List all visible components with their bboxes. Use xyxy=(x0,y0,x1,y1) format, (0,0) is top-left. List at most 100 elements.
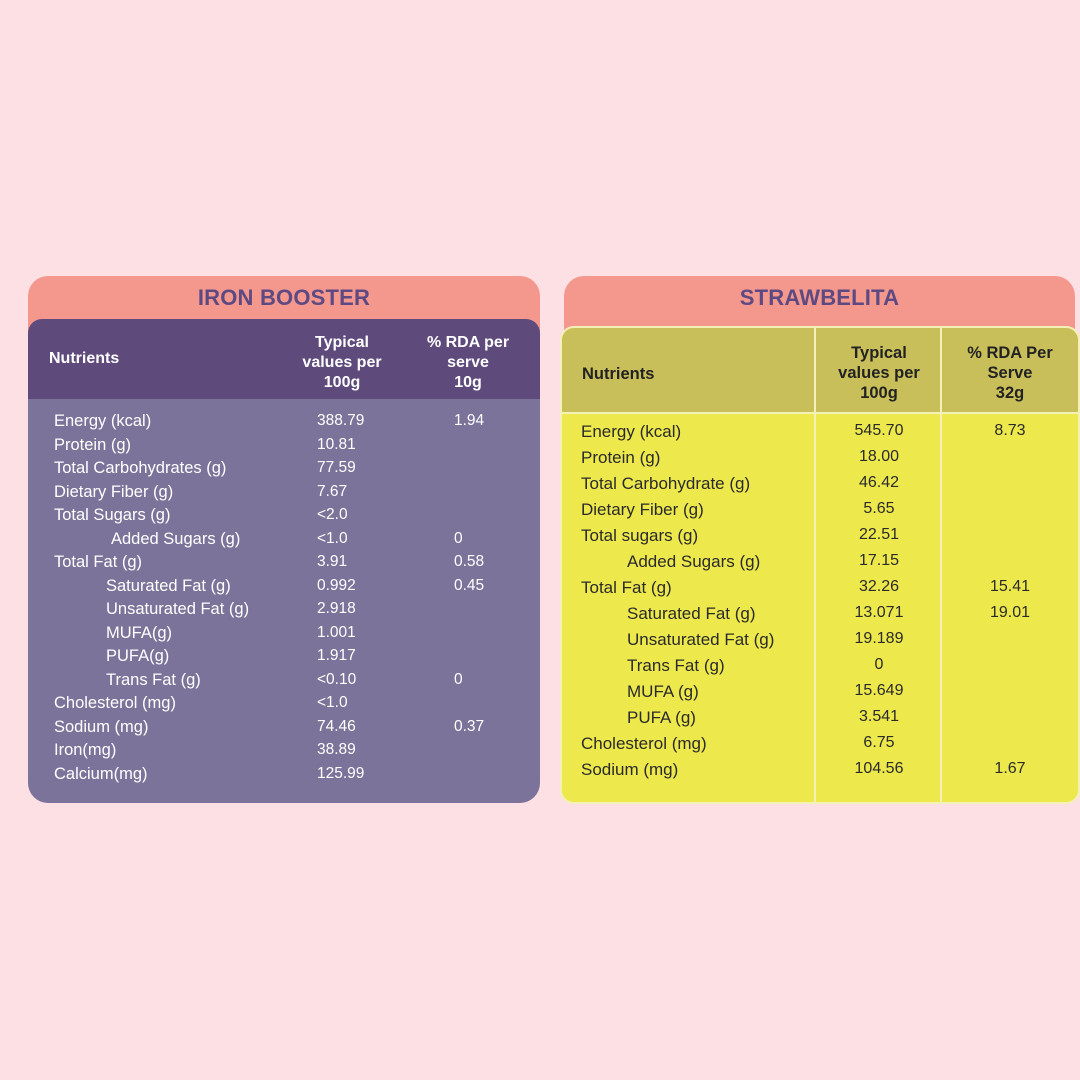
table-row: MUFA(g) 1.001 xyxy=(28,624,540,647)
rda-value: 0.37 xyxy=(454,717,485,735)
table-row: Protein (g) 10.81 xyxy=(28,436,540,459)
rda-value: 0.45 xyxy=(454,576,485,594)
nutrient-name: Added Sugars (g) xyxy=(111,529,241,548)
typical-value: 77.59 xyxy=(317,459,356,476)
strawbelita-panel: STRAWBELITA Nutrients Typical values per… xyxy=(560,276,1080,804)
typical-value: <1.0 xyxy=(317,529,348,547)
nutrient-name: Energy (kcal) xyxy=(54,412,152,430)
rda-value: 8.73 xyxy=(994,422,1026,439)
nutrient-name: Protein (g) xyxy=(581,448,661,467)
header-typical-values: Typical values per 100g xyxy=(838,344,920,402)
table-row: Unsaturated Fat (g) 19.189 xyxy=(562,630,1078,654)
typical-value: 18.00 xyxy=(858,448,900,465)
table-row: MUFA (g) 15.649 xyxy=(562,682,1078,706)
table-row: PUFA(g) 1.917 xyxy=(28,647,540,670)
iron-booster-panel: IRON BOOSTER Nutrients Typical values pe… xyxy=(28,276,540,803)
nutrient-name: Added Sugars (g) xyxy=(627,552,761,571)
typical-value: 32.26 xyxy=(858,578,900,595)
table-row: Sodium (mg) 74.46 0.37 xyxy=(28,718,540,741)
table-row: Unsaturated Fat (g) 2.918 xyxy=(28,600,540,623)
rda-value: 19.01 xyxy=(989,604,1031,621)
column-divider xyxy=(814,328,816,802)
typical-value: 0.992 xyxy=(317,576,356,594)
iron-booster-header-row: Nutrients Typical values per 100g % RDA … xyxy=(28,319,540,399)
nutrient-name: Unsaturated Fat (g) xyxy=(106,600,250,618)
table-row: Energy (kcal) 388.79 1.94 xyxy=(28,412,540,435)
nutrient-name: Protein (g) xyxy=(54,435,132,454)
nutrient-name: Dietary Fiber (g) xyxy=(54,482,174,501)
strawbelita-title: STRAWBELITA xyxy=(739,285,900,310)
rda-value: 0 xyxy=(454,670,463,688)
typical-value: 545.70 xyxy=(854,422,904,439)
header-rda-per-serve: % RDA per serve 10g xyxy=(426,334,510,391)
typical-value: 125.99 xyxy=(317,764,365,782)
nutrient-name: Total sugars (g) xyxy=(581,526,699,545)
nutrient-name: Trans Fat (g) xyxy=(106,670,201,689)
table-row: Total Fat (g) 32.26 15.41 xyxy=(562,578,1078,602)
table-row: Saturated Fat (g) 0.992 0.45 xyxy=(28,577,540,600)
table-row: Dietary Fiber (g) 7.67 xyxy=(28,483,540,506)
typical-value: 3.91 xyxy=(317,553,348,570)
table-row: Total sugars (g) 22.51 xyxy=(562,526,1078,550)
typical-value: 104.56 xyxy=(854,760,904,777)
rda-value: 1.94 xyxy=(454,412,485,429)
nutrient-name: Saturated Fat (g) xyxy=(627,604,756,623)
typical-value: 3.541 xyxy=(858,708,900,725)
table-row: Trans Fat (g) <0.10 0 xyxy=(28,671,540,694)
nutrient-name: Energy (kcal) xyxy=(581,422,682,441)
nutrient-name: Dietary Fiber (g) xyxy=(581,500,704,519)
typical-value: 38.89 xyxy=(317,741,356,758)
nutrient-name: Total Fat (g) xyxy=(581,578,672,597)
table-row: Energy (kcal) 545.70 8.73 xyxy=(562,422,1078,446)
table-row: PUFA (g) 3.541 xyxy=(562,708,1078,732)
nutrient-name: Sodium (mg) xyxy=(581,760,679,779)
nutrient-name: PUFA (g) xyxy=(627,708,696,727)
table-row: Added Sugars (g) <1.0 0 xyxy=(28,530,540,553)
table-row: Sodium (mg) 104.56 1.67 xyxy=(562,760,1078,784)
table-row: Dietary Fiber (g) 5.65 xyxy=(562,500,1078,524)
table-row: Cholesterol (mg) 6.75 xyxy=(562,734,1078,758)
header-nutrients: Nutrients xyxy=(49,350,120,367)
table-row: Cholesterol (mg) <1.0 xyxy=(28,694,540,717)
table-row: Iron(mg) 38.89 xyxy=(28,741,540,764)
table-row: Total Carbohydrate (g) 46.42 xyxy=(562,474,1078,498)
column-divider xyxy=(940,328,942,802)
table-row: Total Carbohydrates (g) 77.59 xyxy=(28,459,540,482)
nutrient-name: Iron(mg) xyxy=(54,741,117,759)
table-row: Saturated Fat (g) 13.071 19.01 xyxy=(562,604,1078,628)
table-row: Total Fat (g) 3.91 0.58 xyxy=(28,553,540,576)
typical-value: 10.81 xyxy=(317,435,356,453)
typical-value: 17.15 xyxy=(858,552,900,569)
typical-value: 46.42 xyxy=(858,474,900,491)
table-row: Total Sugars (g) <2.0 xyxy=(28,506,540,529)
table-row: Protein (g) 18.00 xyxy=(562,448,1078,472)
header-rda-per-serve: % RDA Per Serve 32g xyxy=(967,344,1053,402)
rda-value: 0 xyxy=(454,529,463,547)
header-typical-values: Typical values per 100g xyxy=(302,334,382,391)
typical-value: 0 xyxy=(874,656,884,673)
nutrient-name: Total Carbohydrates (g) xyxy=(54,459,227,477)
nutrient-name: Unsaturated Fat (g) xyxy=(627,630,775,649)
nutrient-name: MUFA (g) xyxy=(627,682,699,701)
typical-value: 1.001 xyxy=(317,623,356,641)
strawbelita-header-row: Nutrients Typical values per 100g % RDA … xyxy=(562,328,1078,414)
nutrient-name: Total Carbohydrate (g) xyxy=(581,474,751,493)
nutrient-name: Cholesterol (mg) xyxy=(581,734,707,753)
nutrient-name: Calcium(mg) xyxy=(54,764,148,783)
typical-value: 74.46 xyxy=(317,717,356,735)
typical-value: 13.071 xyxy=(854,604,904,621)
nutrient-name: Trans Fat (g) xyxy=(627,656,725,675)
typical-value: 388.79 xyxy=(317,412,365,429)
iron-booster-table-body: Energy (kcal) 388.79 1.94 Protein (g) 10.81 T… xyxy=(28,399,540,803)
nutrient-name: Total Sugars (g) xyxy=(54,506,171,524)
nutrient-name: Sodium (mg) xyxy=(54,717,149,736)
typical-value: <0.10 xyxy=(317,670,357,688)
table-row: Added Sugars (g) 17.15 xyxy=(562,552,1078,576)
table-row: Calcium(mg) 125.99 xyxy=(28,765,540,788)
strawbelita-table: Nutrients Typical values per 100g % RDA … xyxy=(560,326,1080,804)
nutrient-name: Saturated Fat (g) xyxy=(106,576,231,595)
typical-value: 1.917 xyxy=(317,647,356,664)
typical-value: <2.0 xyxy=(317,506,348,523)
table-row: Trans Fat (g) 0 xyxy=(562,656,1078,680)
nutrient-name: PUFA(g) xyxy=(106,647,170,665)
